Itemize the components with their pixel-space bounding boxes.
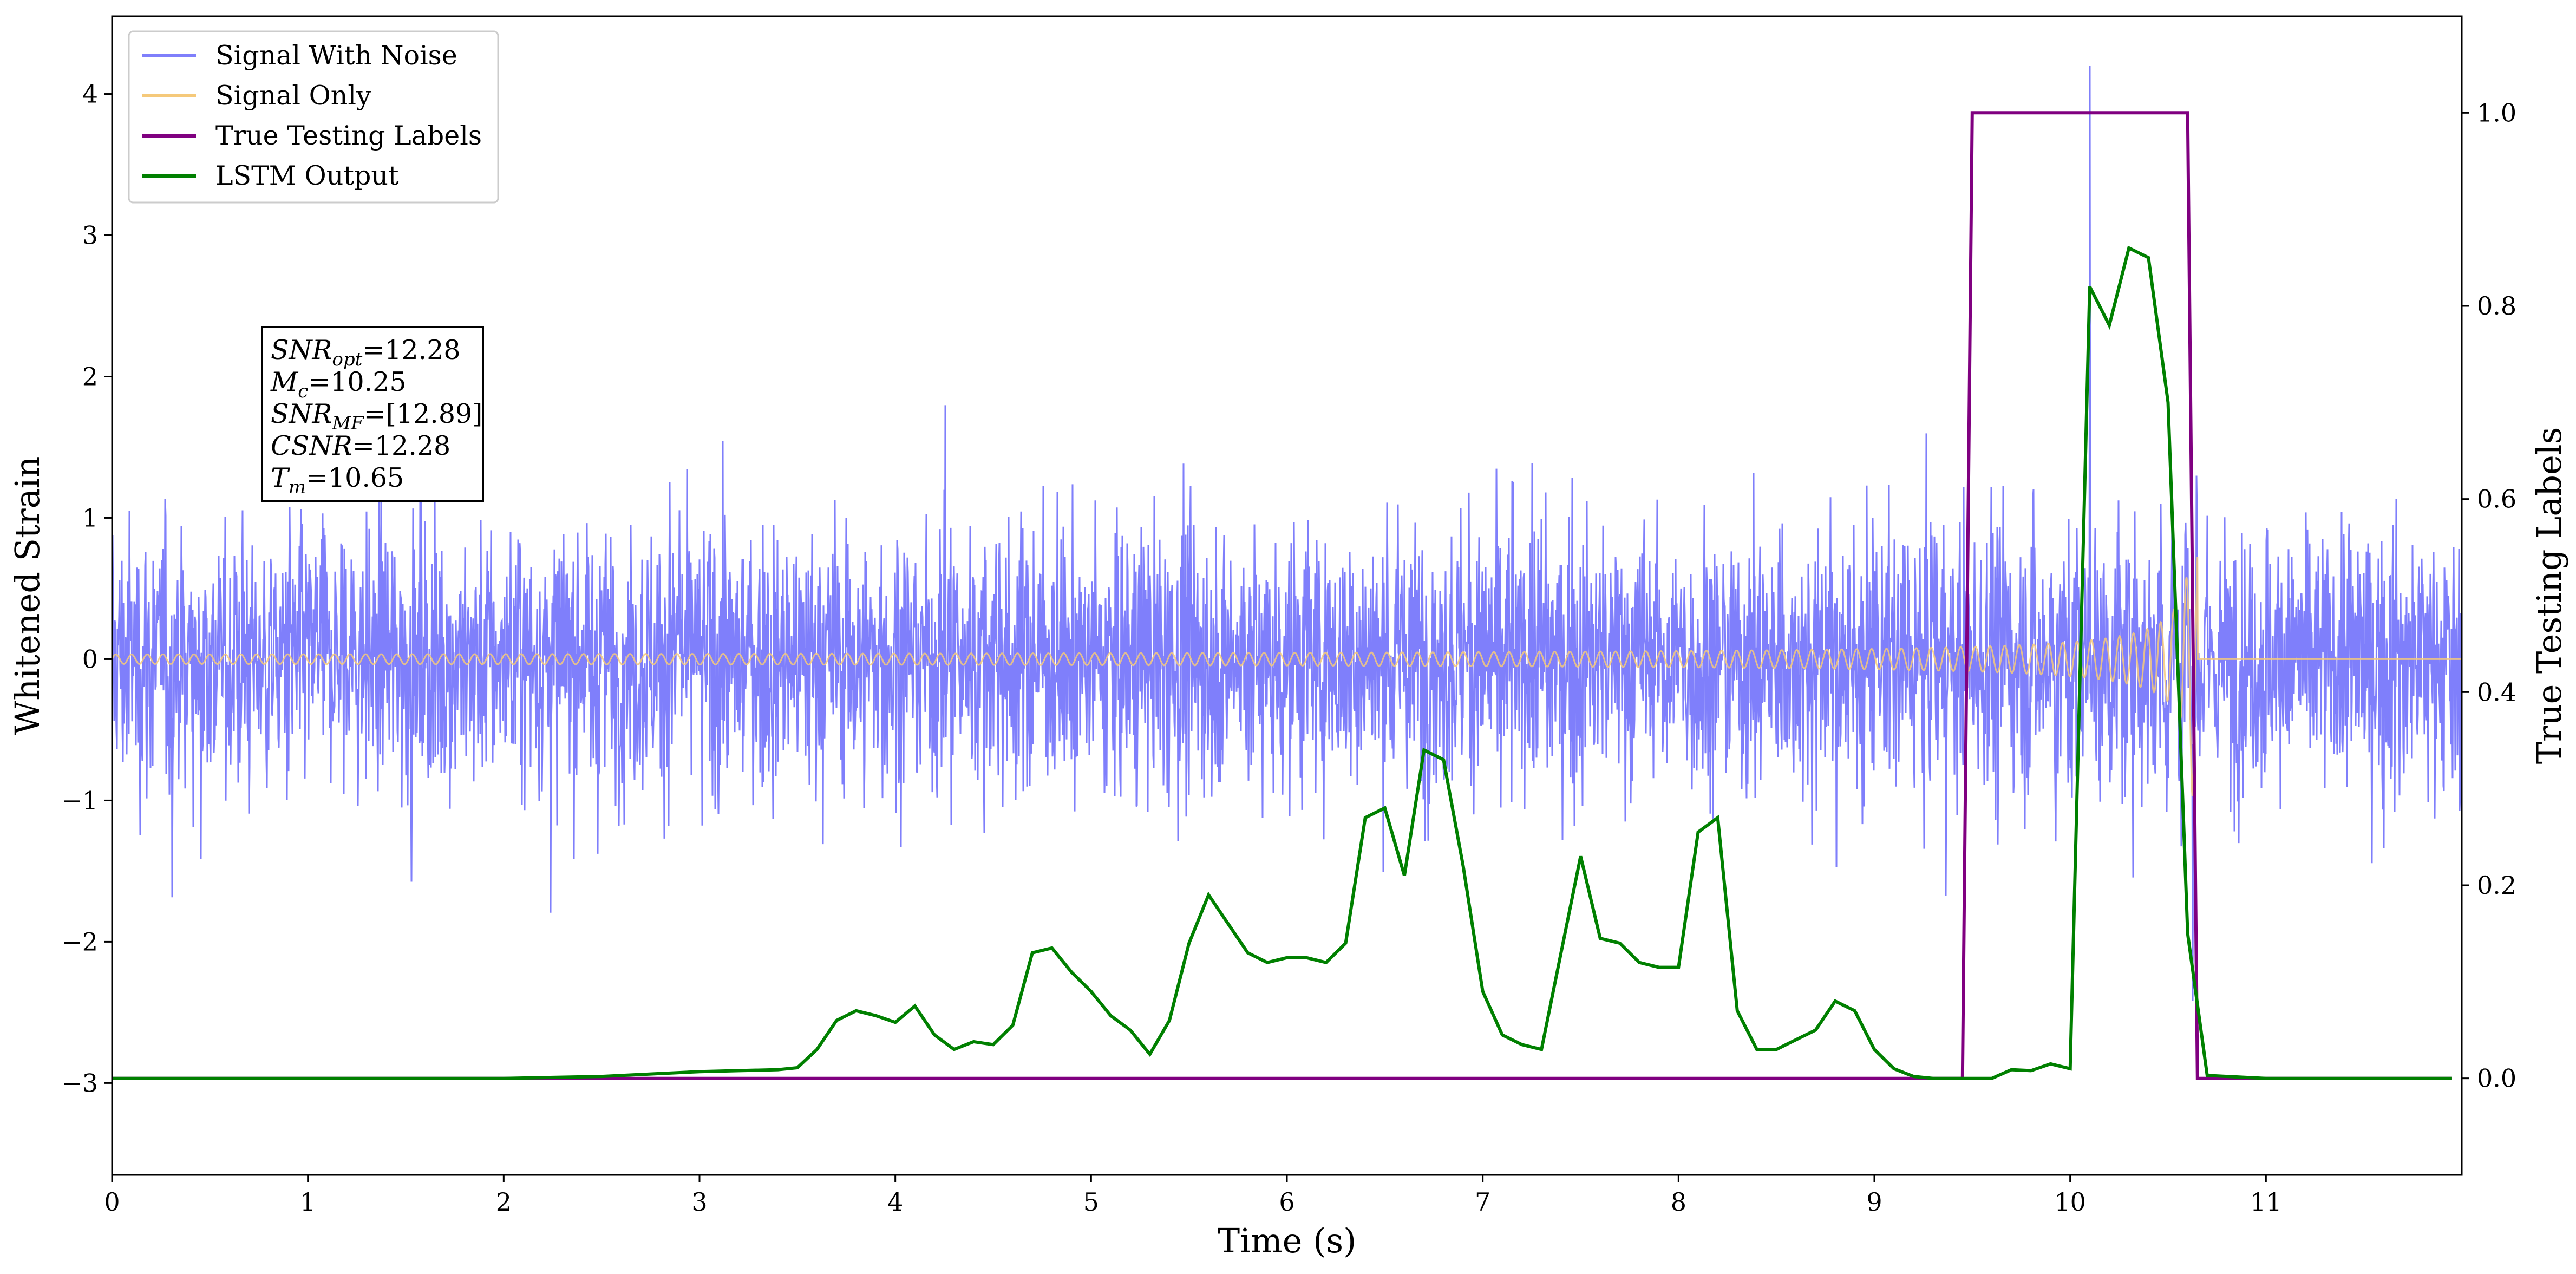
x-tick-label: 3 — [691, 1187, 707, 1217]
y-tick-label: 2 — [82, 362, 98, 391]
noise-series-layer — [112, 66, 2462, 1001]
annotation-line: SNRopt=12.28 — [271, 335, 461, 370]
y-tick-label: 3 — [82, 221, 98, 250]
parameter-annotation-box: SNRopt=12.28Mc=10.25SNRMF=[12.89]CSNR=12… — [261, 326, 484, 502]
legend: Signal With Noise Signal Only True Testing… — [128, 30, 499, 204]
series-lstm-output — [112, 245, 2452, 1080]
y2-tick-label: 1.0 — [2477, 98, 2516, 127]
lstm-series-layer — [112, 245, 2452, 1080]
y2-tick-label: 0.4 — [2477, 677, 2516, 707]
y2-tick-label: 0.8 — [2477, 291, 2516, 321]
y-axis-title: Whitened Strain — [8, 456, 47, 735]
y-tick-label: 1 — [82, 503, 98, 532]
annotation-line: Mc=10.25 — [270, 367, 407, 402]
x-tick-label: 5 — [1083, 1187, 1099, 1217]
series-signal-only — [112, 557, 2462, 796]
signal-series-layer — [112, 557, 2462, 796]
annotation-line: CSNR=12.28 — [271, 430, 450, 461]
y-tick-label: 4 — [82, 80, 98, 109]
legend-label: True Testing Labels — [215, 120, 482, 151]
x-tick-label: 1 — [300, 1187, 316, 1217]
x-axis: 0 1 2 3 4 5 6 7 8 9 10 11 — [104, 1175, 2282, 1217]
y2-tick-label: 0.2 — [2477, 871, 2516, 900]
y2-tick-label: 0.0 — [2477, 1064, 2516, 1093]
y2-axis-title: True Testing Labels — [2529, 427, 2569, 765]
x-axis-title: Time (s) — [1218, 1221, 1357, 1260]
y-axis-right: 0.0 0.2 0.4 0.6 0.8 1.0 — [2462, 98, 2516, 1093]
annotation-frame — [261, 326, 484, 502]
legend-label: Signal With Noise — [215, 40, 457, 71]
x-tick-label: 10 — [2054, 1187, 2086, 1217]
x-tick-label: 6 — [1279, 1187, 1294, 1217]
annotation-line: SNRMF=[12.89] — [271, 398, 482, 434]
x-tick-label: 7 — [1475, 1187, 1490, 1217]
y-axis-left: −3 −2 −1 0 1 2 3 4 — [61, 80, 112, 1097]
y-tick-label: −1 — [61, 786, 98, 815]
x-tick-label: 9 — [1866, 1187, 1882, 1217]
y2-tick-label: 0.6 — [2477, 485, 2516, 514]
y-tick-label: 0 — [82, 644, 98, 674]
legend-label: LSTM Output — [215, 160, 399, 191]
y-tick-label: −3 — [61, 1068, 98, 1097]
legend-box — [128, 30, 499, 204]
x-tick-label: 0 — [104, 1187, 120, 1217]
series-signal-with-noise — [112, 66, 2462, 1001]
x-tick-label: 4 — [887, 1187, 903, 1217]
x-tick-label: 11 — [2250, 1187, 2282, 1217]
legend-label: Signal Only — [215, 80, 371, 111]
annotation-line: Tm=10.65 — [271, 462, 404, 498]
y-tick-label: −2 — [61, 927, 98, 956]
x-tick-label: 8 — [1671, 1187, 1686, 1217]
x-tick-label: 2 — [496, 1187, 512, 1217]
